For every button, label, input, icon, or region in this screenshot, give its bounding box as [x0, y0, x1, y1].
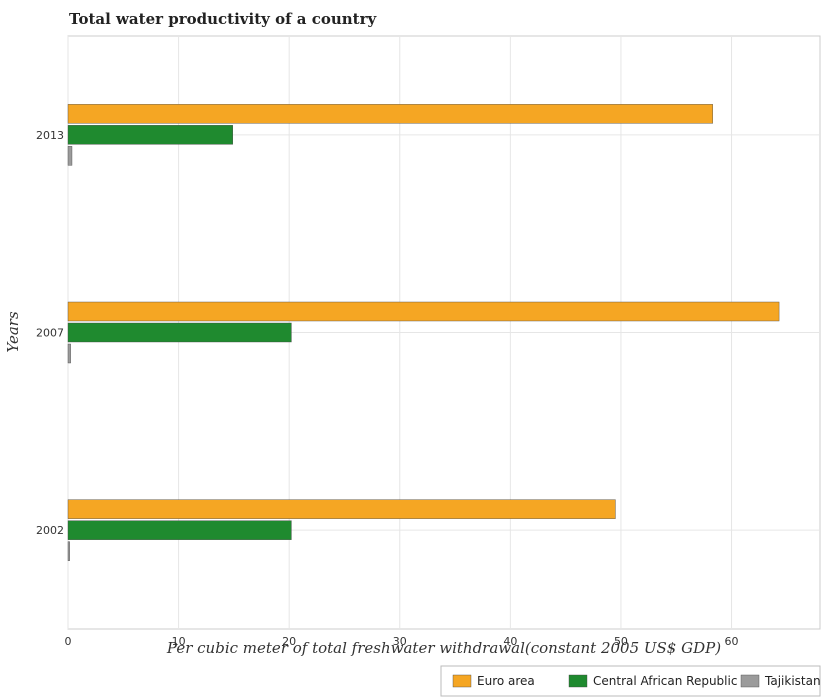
- x-tick-label: 0: [65, 635, 72, 648]
- bar-tajikistan-2013: [67, 146, 73, 166]
- legend-swatch: [568, 674, 588, 688]
- bar-tajikistan-2007: [67, 343, 71, 364]
- bar-euro-area-2007: [67, 301, 780, 322]
- legend-label: Central African Republic: [593, 674, 737, 688]
- bar-central-african-republic-2013: [67, 125, 233, 145]
- y-axis-label: Years: [4, 311, 22, 353]
- bar-central-african-republic-2007: [67, 322, 292, 343]
- legend-swatch: [740, 674, 760, 688]
- y-tick-label: 2007: [36, 327, 64, 340]
- x-axis-label: Per cubic meter of total freshwater with…: [166, 639, 721, 657]
- legend: Euro area Central African Republic Tajikis…: [440, 665, 821, 697]
- x-tick-label: 30: [393, 635, 407, 648]
- x-tick-labels: 0 10 20 30 40 50 60: [65, 635, 739, 648]
- x-tick-label: 60: [725, 635, 739, 648]
- y-tick-label: 2013: [36, 129, 64, 142]
- x-tick-label: 20: [282, 635, 296, 648]
- chart-title: Total water productivity of a country: [69, 10, 377, 28]
- y-tick-label: 2002: [36, 524, 64, 537]
- bars: [67, 104, 780, 561]
- legend-label: Tajikistan: [764, 674, 821, 688]
- y-tick-labels: 2002 2007 2013: [36, 129, 64, 537]
- bar-euro-area-2002: [67, 499, 616, 519]
- bar-central-african-republic-2002: [67, 520, 292, 540]
- bar-euro-area-2013: [67, 104, 713, 124]
- x-tick-label: 40: [503, 635, 517, 648]
- x-tick-label: 10: [172, 635, 186, 648]
- legend-swatch: [452, 674, 472, 688]
- bar-tajikistan-2002: [67, 541, 70, 561]
- legend-label: Euro area: [477, 674, 535, 688]
- x-tick-label: 50: [614, 635, 628, 648]
